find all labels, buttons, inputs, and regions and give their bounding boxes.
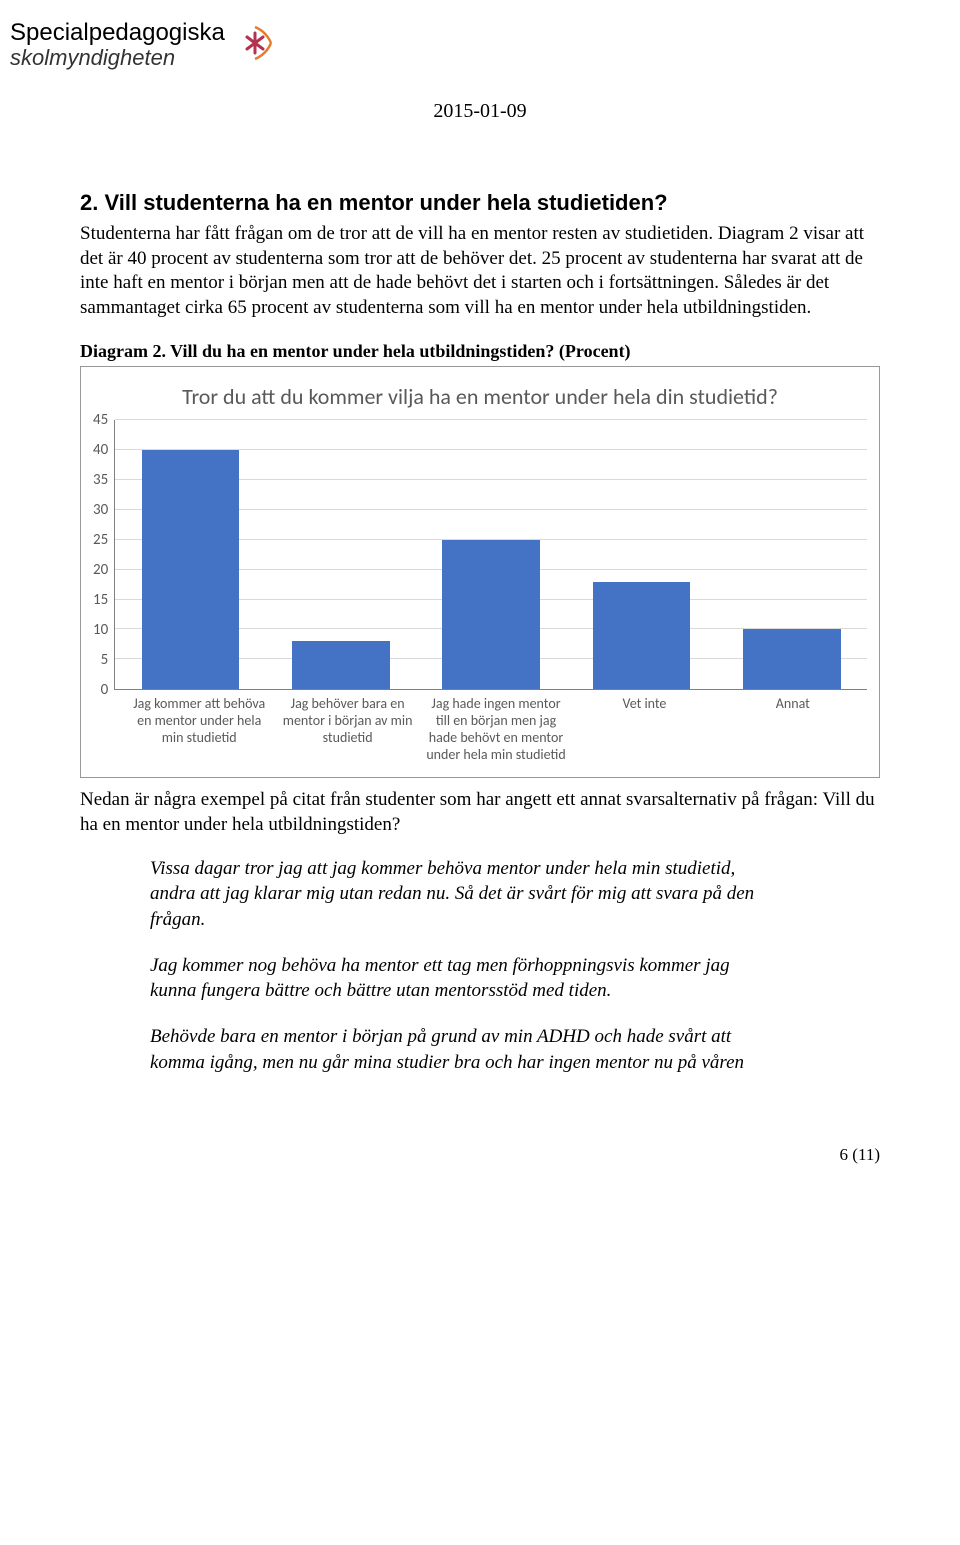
x-label: Jag behöver bara en mentor i början av m… [273,696,421,763]
document-date: 2015-01-09 [433,100,526,123]
logo-line1: Specialpedagogiska [10,20,225,46]
quote-block: Vissa dagar tror jag att jag kommer behö… [150,856,770,1075]
bar-slot [566,420,716,689]
bar-slot [115,420,265,689]
bar [593,582,691,690]
chart-plot: 454035302520151050 [93,420,867,690]
x-label: Vet inte [570,696,718,763]
y-axis: 454035302520151050 [93,420,114,690]
logo: Specialpedagogiska skolmyndigheten [10,20,279,71]
x-axis-labels: Jag kommer att behöva en mentor under he… [125,696,867,763]
plot-region [114,420,867,690]
logo-text: Specialpedagogiska skolmyndigheten [10,20,225,71]
page-number: 6 (11) [80,1145,880,1165]
bar [292,641,390,689]
logo-line2: skolmyndigheten [10,46,225,70]
bar [743,629,841,689]
after-chart-text: Nedan är några exempel på citat från stu… [80,788,880,837]
chart-title: Tror du att du kommer vilja ha en mentor… [93,383,867,411]
x-label: Jag kommer att behöva en mentor under he… [125,696,273,763]
section-number: 2 [80,190,104,215]
asterisk-icon [231,19,279,67]
chart-container: Tror du att du kommer vilja ha en mentor… [80,366,880,779]
bar-slot [416,420,566,689]
page-header: Specialpedagogiska skolmyndigheten 2015-… [80,20,880,140]
bar [142,450,240,689]
bar-slot [266,420,416,689]
bar [442,540,540,689]
section-title: Vill studenterna ha en mentor under hela… [104,190,667,215]
bar-slot [717,420,867,689]
chart-caption: Diagram 2. Vill du ha en mentor under he… [80,341,880,362]
section-body: Studenterna har fått frågan om de tror a… [80,222,880,321]
main-content: 2Vill studenterna ha en mentor under hel… [80,190,880,1165]
section-heading: 2Vill studenterna ha en mentor under hel… [80,190,880,216]
x-label: Annat [719,696,867,763]
bars [115,420,867,689]
quote: Vissa dagar tror jag att jag kommer behö… [150,856,770,933]
x-label: Jag hade ingen mentor till en början men… [422,696,570,763]
quote: Jag kommer nog behöva ha mentor ett tag … [150,953,770,1004]
quote: Behövde bara en mentor i början på grund… [150,1024,770,1075]
